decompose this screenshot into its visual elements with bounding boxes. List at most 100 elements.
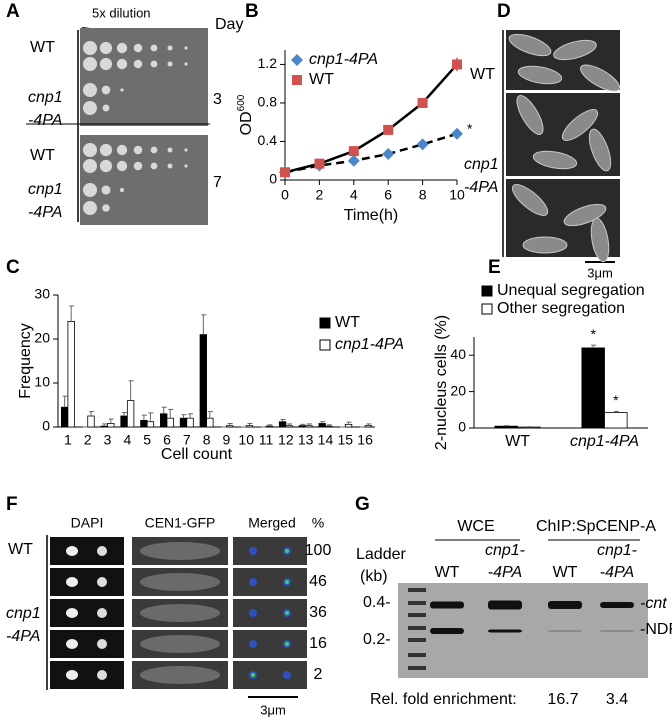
strain-label: cnp1: [6, 605, 41, 622]
ladder-band: [408, 601, 426, 605]
image-tile: [50, 599, 124, 627]
cell: [590, 217, 610, 263]
group-label: WCE: [457, 518, 494, 535]
marker: [348, 146, 359, 157]
x-tick-label: 5: [143, 432, 151, 448]
enrichment-value: 3.4: [606, 691, 628, 708]
image-tile: [50, 661, 124, 689]
marker: [417, 97, 428, 108]
spot: [150, 162, 158, 170]
bar: [494, 425, 518, 429]
cell: [511, 184, 549, 216]
cell: [563, 203, 607, 227]
x-tick-label: 8: [203, 432, 211, 448]
x-tick-label: 9: [223, 432, 231, 448]
image-tile: [233, 537, 307, 565]
x-tick-label: 6: [384, 187, 392, 203]
ladder-band: [408, 666, 426, 670]
bar: [179, 417, 188, 428]
spot: [167, 45, 173, 51]
strain-label: WT: [30, 147, 55, 164]
lane-label: -4PA: [600, 564, 634, 581]
legend-label: Unequal segregation: [497, 282, 645, 299]
legend-swatch: [319, 317, 331, 329]
marker: [314, 158, 325, 169]
y-tick-label: 0: [42, 418, 50, 434]
marker: [280, 167, 290, 178]
bar: [285, 425, 293, 428]
spot: [133, 145, 143, 155]
y-axis-label: OD600: [236, 94, 255, 135]
spot: [102, 204, 110, 212]
nucleus: [283, 671, 291, 679]
nucleus: [249, 547, 257, 555]
x-tick-label: cnp1-4PA: [570, 433, 639, 450]
y-tick-label: 1.2: [258, 55, 278, 71]
nucleus: [97, 670, 107, 680]
x-tick-label: WT: [505, 433, 530, 450]
x-tick-label: 0: [281, 187, 289, 203]
nucleus: [66, 546, 78, 556]
image-tile: [50, 568, 124, 596]
y-tick-label: 40: [450, 346, 466, 362]
bar: [517, 426, 541, 429]
cell: [508, 33, 552, 57]
gel-band: [600, 602, 634, 608]
panel-letter: A: [6, 1, 20, 22]
legend-label: cnp1-4PA: [335, 336, 404, 353]
day-value: 7: [213, 174, 222, 191]
gel-band: [430, 628, 464, 634]
spot: [99, 159, 113, 173]
lane-label: WT: [435, 564, 460, 581]
strain-label: WT: [8, 541, 33, 558]
strain-label: cnp1: [28, 89, 63, 106]
marker: [452, 59, 462, 70]
x-tick-label: 10: [449, 187, 465, 203]
x-tick-label: 3: [104, 432, 112, 448]
spot: [83, 101, 97, 115]
percentage: 36: [309, 604, 327, 621]
bar: [87, 415, 95, 428]
spot: [167, 147, 173, 153]
cell: [140, 666, 220, 684]
lane-label: cnp1-: [597, 542, 637, 559]
bar: [305, 425, 313, 428]
x-axis-label: Cell count: [161, 446, 233, 463]
cell: [580, 64, 620, 92]
gel-band: [488, 600, 522, 610]
cell: [522, 236, 568, 254]
legend-label: WT: [335, 314, 360, 331]
nucleus: [97, 639, 107, 649]
percentage: 2: [314, 666, 323, 683]
enrichment-value: 16.7: [547, 691, 578, 708]
image-tile: [50, 630, 124, 658]
bar: [226, 425, 234, 428]
band-label: -NDR: [640, 621, 672, 638]
spot: [83, 201, 97, 215]
bar: [166, 417, 174, 428]
marker: [382, 148, 395, 160]
spot: [184, 46, 188, 50]
x-tick-label: 4: [123, 432, 131, 448]
x-tick-label: 8: [419, 187, 427, 203]
bar: [140, 419, 148, 428]
image-tile: [50, 537, 124, 565]
spot: [101, 85, 111, 95]
legend-marker: [292, 75, 302, 85]
ladder-band: [408, 653, 426, 657]
nucleus: [66, 670, 78, 680]
gfp-dot: [285, 549, 289, 553]
y-axis-label-sub: 600: [236, 94, 247, 111]
x-tick-label: 12: [278, 432, 294, 448]
x-tick-label: 15: [337, 432, 353, 448]
spot: [83, 183, 97, 197]
y-axis-label: Frequency: [17, 323, 34, 399]
dilution-label: 5x dilution: [92, 5, 151, 20]
panel-letter: G: [355, 494, 370, 515]
x-axis-label: Time(h): [344, 207, 399, 224]
image-tile: [233, 661, 307, 689]
spot: [167, 163, 173, 169]
cell: [140, 635, 220, 653]
bar: [60, 406, 69, 428]
y-tick-label: 0: [458, 419, 466, 435]
